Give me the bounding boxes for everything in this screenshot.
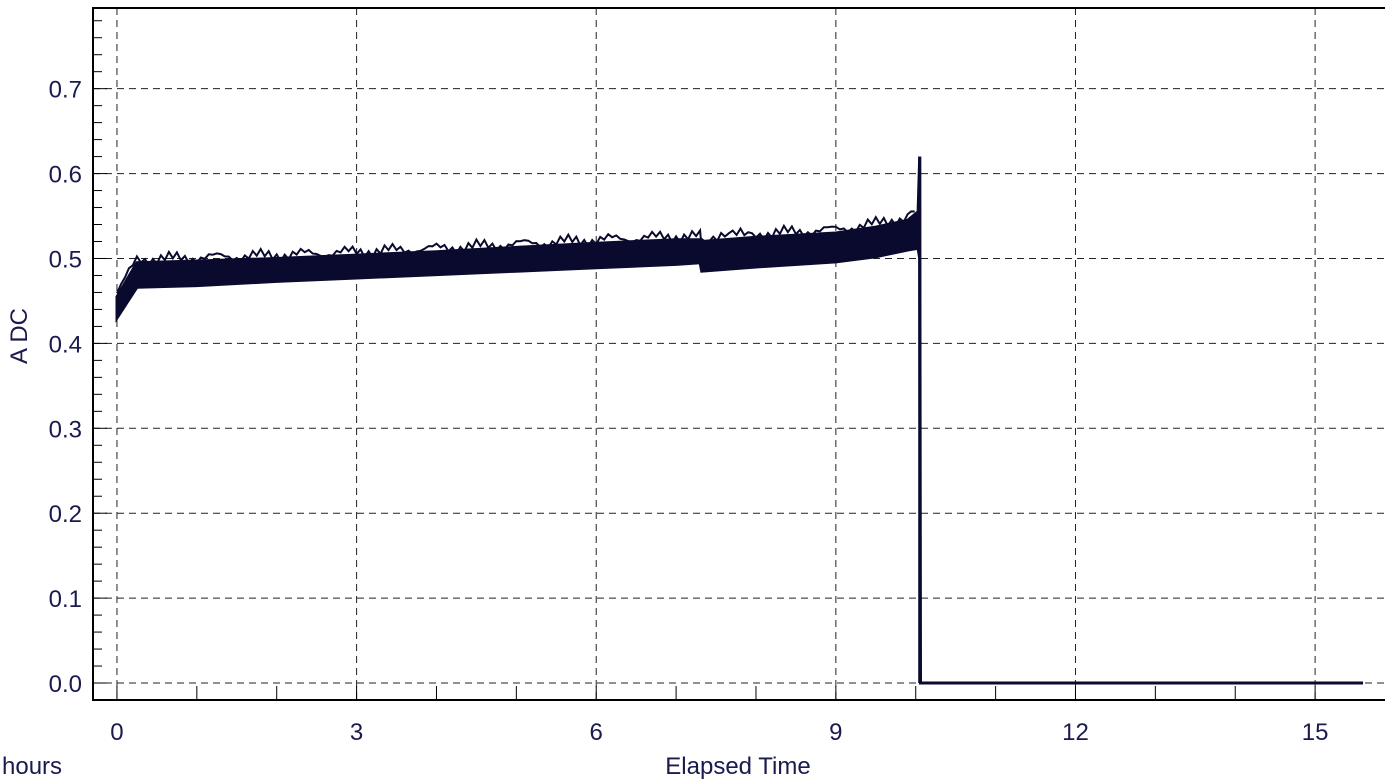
x-tick-label: 0 <box>110 719 123 746</box>
grid <box>93 8 1385 700</box>
x-tick-labels: 0 3 6 9 12 15 <box>110 719 1328 746</box>
y-tick-label: 0.2 <box>49 501 82 528</box>
y-tick-label: 0.0 <box>49 671 82 698</box>
y-axis-title: A DC <box>6 308 33 364</box>
y-tick-label: 0.4 <box>49 331 82 358</box>
y-tick-label: 0.5 <box>49 246 82 273</box>
y-tick-labels: 0.0 0.1 0.2 0.3 0.4 0.5 0.6 0.7 <box>49 77 82 698</box>
y-tick-label: 0.6 <box>49 162 82 189</box>
y-tick-label: 0.7 <box>49 77 82 104</box>
plot-frame <box>92 7 1385 701</box>
x-tick-label: 6 <box>590 719 603 746</box>
y-tick-label: 0.3 <box>49 416 82 443</box>
x-unit-label: hours <box>2 753 62 780</box>
series-band <box>115 156 1363 685</box>
y-tick-label: 0.1 <box>49 586 82 613</box>
x-tick-label: 12 <box>1062 719 1089 746</box>
series-layer <box>115 156 1364 685</box>
x-axis-title: Elapsed Time <box>665 753 810 780</box>
x-tick-label: 9 <box>829 719 842 746</box>
series-noise-edge <box>116 210 915 294</box>
minor-ticks <box>93 20 1316 700</box>
x-tick-label: 3 <box>350 719 363 746</box>
x-tick-label: 15 <box>1302 719 1329 746</box>
